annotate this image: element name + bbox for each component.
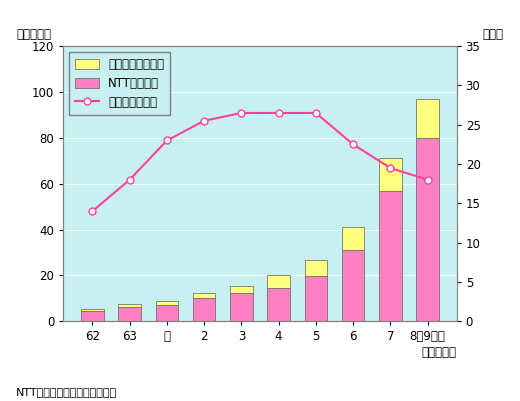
Bar [193, 292, 215, 298]
Text: （年度末）: （年度末） [422, 346, 457, 359]
Text: （％）: （％） [483, 28, 504, 41]
Bar [193, 298, 215, 321]
Bar [342, 250, 365, 321]
Bar [379, 190, 401, 321]
Text: NTT、新事業者資料により作成: NTT、新事業者資料により作成 [16, 387, 116, 397]
Bar [81, 311, 103, 321]
Bar [119, 304, 141, 308]
Bar [81, 309, 103, 311]
Bar [417, 99, 439, 138]
Text: （千回線）: （千回線） [16, 28, 51, 41]
Bar [267, 288, 290, 321]
Bar [379, 158, 401, 190]
Bar [417, 138, 439, 321]
Bar [305, 260, 327, 276]
Bar [230, 286, 253, 292]
Bar [155, 305, 178, 321]
Bar [230, 292, 253, 321]
Bar [155, 300, 178, 305]
Bar [119, 308, 141, 321]
Bar [342, 227, 365, 250]
Bar [267, 275, 290, 288]
Legend: 新事業者の回線数, NTTの回線数, 新事業者シェア: 新事業者の回線数, NTTの回線数, 新事業者シェア [69, 52, 170, 115]
Bar [305, 276, 327, 321]
